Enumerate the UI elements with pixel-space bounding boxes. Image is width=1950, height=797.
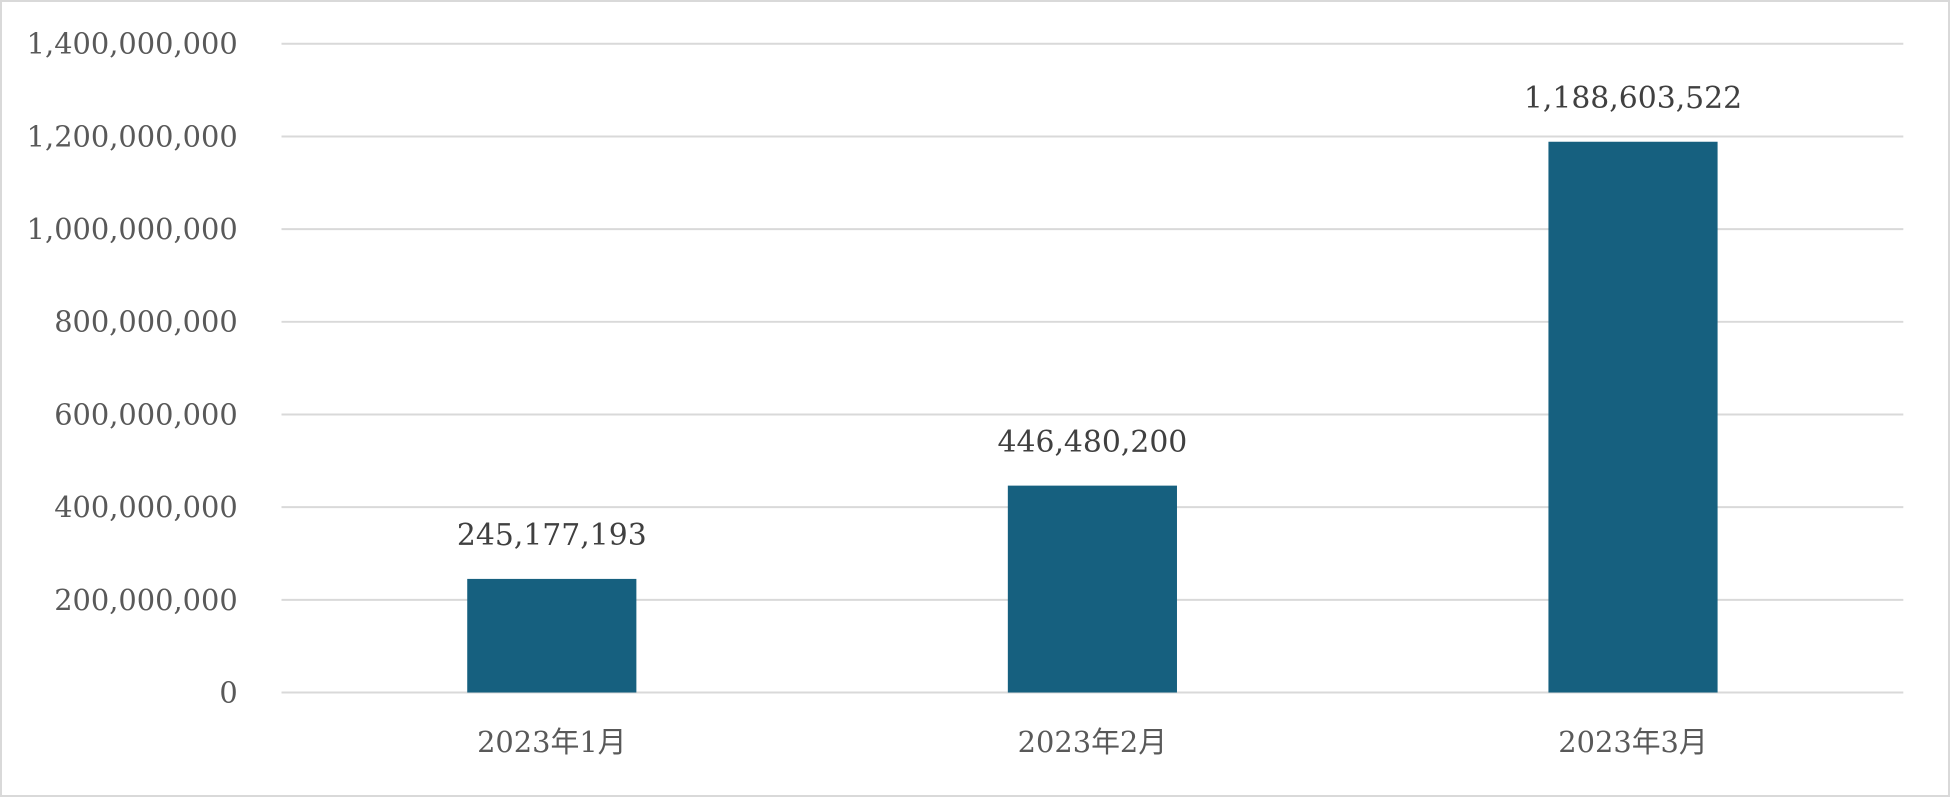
x-tick-label-3: 2023年3月 — [1558, 725, 1707, 759]
y-tick-label-6: 1,200,000,000 — [27, 119, 238, 153]
y-tick-label-3: 600,000,000 — [54, 397, 238, 431]
y-tick-label-2: 400,000,000 — [54, 490, 238, 524]
bar-3 — [1548, 141, 1718, 693]
y-tick-label-1: 200,000,000 — [54, 583, 238, 617]
y-axis: 0 200,000,000 400,000,000 600,000,000 800,00… — [27, 27, 238, 710]
bars — [467, 141, 1718, 693]
bar-1 — [467, 578, 637, 693]
x-axis: 2023年1月 2023年2月 2023年3月 — [477, 725, 1708, 759]
x-tick-label-1: 2023年1月 — [477, 725, 626, 759]
x-tick-label-2: 2023年2月 — [1018, 725, 1167, 759]
y-tick-label-4: 800,000,000 — [54, 305, 238, 339]
y-tick-label-5: 1,000,000,000 — [27, 212, 238, 246]
data-label-2: 446,480,200 — [998, 425, 1188, 460]
bar-2 — [1007, 485, 1177, 693]
data-labels: 245,177,193 446,480,200 1,188,603,522 — [457, 81, 1742, 553]
y-tick-label-7: 1,400,000,000 — [27, 27, 238, 61]
data-label-3: 1,188,603,522 — [1524, 81, 1742, 116]
data-label-1: 245,177,193 — [457, 518, 647, 553]
y-tick-label-0: 0 — [219, 675, 237, 709]
